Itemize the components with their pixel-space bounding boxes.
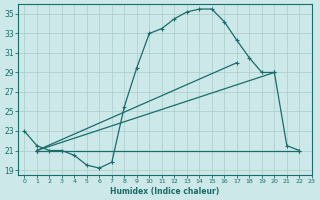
X-axis label: Humidex (Indice chaleur): Humidex (Indice chaleur) (110, 187, 220, 196)
